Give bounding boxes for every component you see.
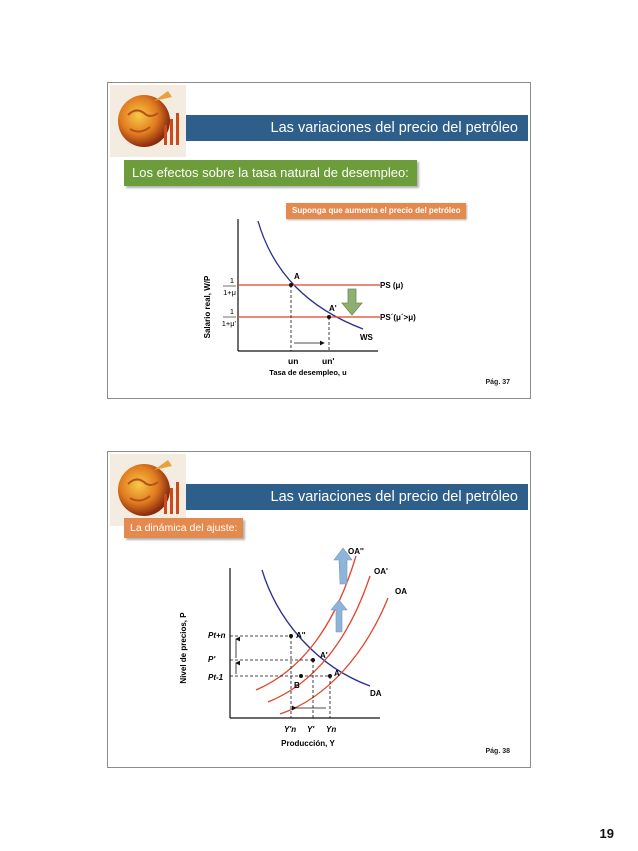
frac1-num: 1 — [230, 276, 234, 285]
down-arrow-icon — [341, 288, 363, 316]
oa-prime-label: OA' — [374, 567, 388, 576]
point-b-marker — [299, 674, 303, 678]
y-axis-label: Nivel de precios, P — [179, 612, 188, 684]
frac2-num: 1 — [230, 307, 234, 316]
yn-prime-label: Y'n — [284, 725, 296, 734]
globe-logo-icon — [110, 454, 186, 526]
ps-label: PS (μ) — [380, 281, 403, 290]
da-curve — [261, 569, 371, 687]
oa-double-prime-label: OA'' — [348, 547, 364, 556]
x-axis-label: Producción, Y — [281, 739, 335, 748]
slide-38: Las variaciones del precio del petróleo … — [107, 451, 531, 768]
oa-prime-curve — [267, 575, 371, 703]
point-a-prime-label: A' — [320, 651, 328, 660]
frac2-den: 1+μ' — [222, 319, 237, 328]
un-label: un — [288, 356, 298, 366]
point-a-prime-marker — [311, 658, 315, 662]
point-a-double-prime-marker — [289, 634, 293, 638]
ws-curve — [257, 220, 364, 330]
note-box: Suponga que aumenta el precio del petról… — [286, 203, 467, 219]
slide-title: Las variaciones del precio del petróleo — [270, 120, 518, 136]
point-a-prime-marker — [327, 315, 331, 319]
slide-page-number: Pág. 38 — [485, 748, 510, 755]
ps-prime-label: PS´(μ´>μ) — [380, 313, 416, 322]
point-a-double-prime-label: A'' — [296, 631, 306, 640]
pt-1-label: Pt-1 — [208, 673, 224, 682]
ws-label: WS — [360, 333, 374, 342]
y-prime-label: Y' — [307, 725, 315, 734]
adjustment-dynamics-graph: Nivel de precios, P Producción, Y OA'' O… — [179, 547, 407, 748]
slide-title: Las variaciones del precio del petróleo — [270, 489, 518, 505]
point-a-prime-label: A' — [329, 304, 337, 313]
subtitle-box: Los efectos sobre la tasa natural de des… — [124, 160, 417, 186]
point-a-label: A — [294, 272, 300, 281]
subtitle-box: La dinámica del ajuste: — [124, 518, 244, 538]
pt-n-label: Pt+n — [208, 631, 226, 640]
p-prime-label: P' — [208, 655, 216, 664]
document-page-number: 19 — [599, 826, 614, 841]
x-axis-label: Tasa de desempleo, u — [269, 368, 347, 377]
slide-37: Las variaciones del precio del petróleo … — [107, 82, 531, 399]
point-a-label: A — [334, 669, 340, 678]
up-arrow-large-icon — [333, 547, 353, 585]
point-a-marker — [328, 674, 332, 678]
yn-label: Yn — [326, 725, 336, 734]
y-axis-label: Salario real, W/P — [203, 275, 212, 338]
oa-label: OA — [395, 587, 407, 596]
globe-logo-icon — [110, 85, 186, 157]
natural-unemployment-graph: Salario real, W/P Tasa de desempleo, u 1… — [203, 219, 416, 377]
up-arrow-small-icon — [330, 599, 348, 633]
point-b-label: B — [294, 681, 300, 690]
point-a-marker — [289, 283, 293, 287]
da-label: DA — [370, 689, 382, 698]
frac1-den: 1+μ — [223, 288, 236, 297]
un-prime-label: un' — [322, 356, 334, 366]
slide-page-number: Pág. 37 — [485, 379, 510, 386]
